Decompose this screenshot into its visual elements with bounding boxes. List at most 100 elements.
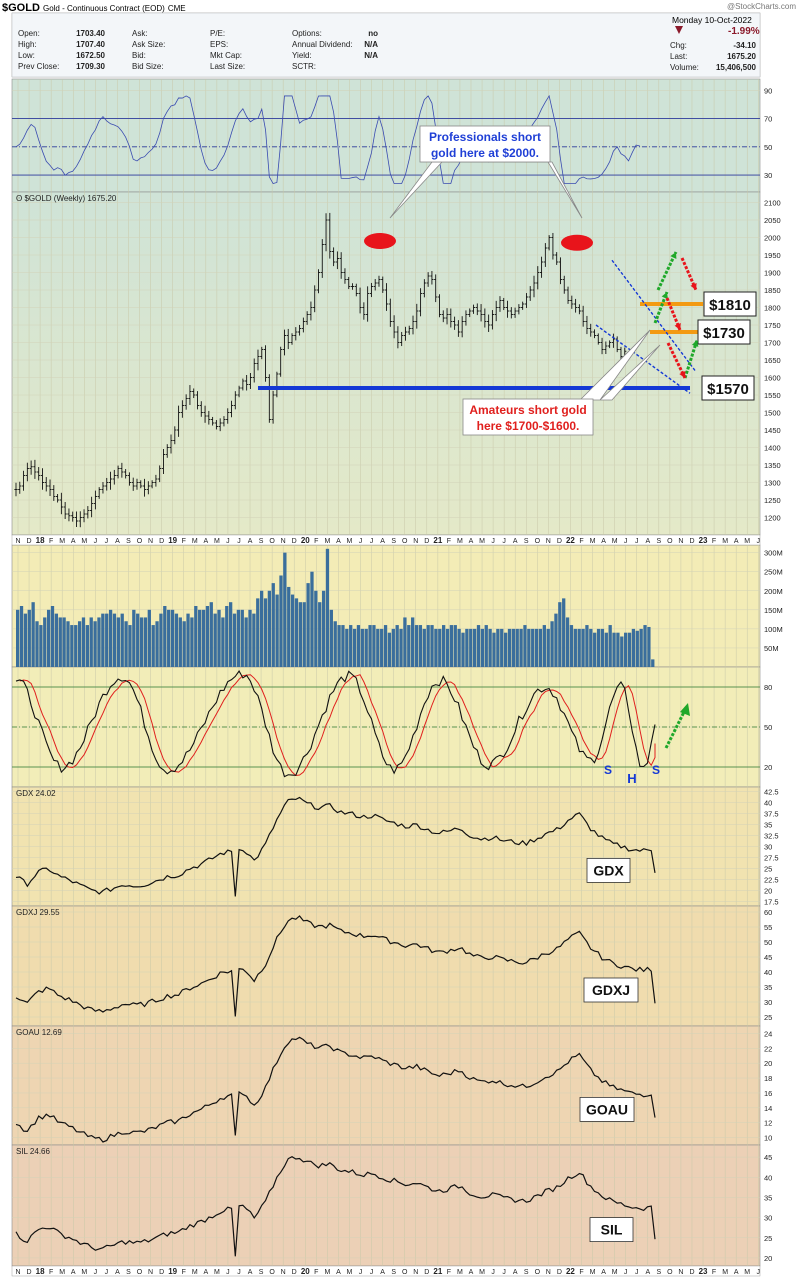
x-tick-label: J (757, 538, 761, 545)
volume-bar (643, 625, 647, 667)
volume-bar (480, 628, 485, 667)
y-tick-label: 2000 (764, 234, 781, 243)
volume-bar (461, 632, 465, 667)
x-tick-label: J (491, 1269, 495, 1276)
volume-bar (647, 626, 651, 667)
volume-bar (380, 628, 384, 667)
x-tick-label: J (502, 1269, 506, 1276)
pattern-label-shoulder: S (604, 763, 612, 777)
ticker-box (583, 977, 639, 1003)
level-box (697, 319, 751, 345)
level-box (701, 375, 755, 401)
volume-bar (74, 625, 78, 667)
x-tick-label: 18 (36, 1267, 45, 1276)
volume-bar (290, 594, 295, 667)
volume-bar (186, 613, 190, 667)
x-tick-label: F (447, 1269, 451, 1276)
x-tick-label: A (248, 1269, 253, 1276)
volume-bar (500, 628, 504, 667)
x-tick-label: N (148, 538, 153, 545)
y-tick-label: 200M (764, 587, 783, 596)
x-tick-label: 19 (168, 536, 177, 545)
x-tick-label: F (182, 1269, 186, 1276)
volume-bar (352, 628, 357, 667)
x-tick-label: M (81, 538, 87, 545)
x-axis-band (11, 534, 761, 546)
y-tick-label: 45 (764, 953, 772, 962)
panel-label: GDX 24.02 (16, 789, 56, 798)
volume-bar (198, 609, 202, 667)
x-tick-label: M (214, 1269, 220, 1276)
x-tick-label: J (226, 1269, 230, 1276)
x-tick-label: A (734, 1269, 739, 1276)
volume-bar (302, 602, 306, 667)
volume-bar (387, 632, 392, 667)
x-tick-label: O (535, 538, 541, 545)
x-tick-label: A (380, 538, 385, 545)
exchange: CME (167, 4, 186, 13)
callout-box (419, 125, 551, 163)
y-tick-label: 22.5 (764, 876, 779, 885)
x-tick-label: D (557, 1269, 562, 1276)
volume-bar (562, 598, 566, 667)
volume-bar (651, 659, 655, 667)
y-tick-label: 20 (764, 887, 772, 896)
volume-bar (484, 625, 488, 667)
volume-bar (360, 628, 364, 667)
volume-bar (531, 628, 535, 667)
volume-bar (395, 625, 399, 667)
y-tick-label: 30 (764, 843, 772, 852)
x-tick-label: M (214, 538, 220, 545)
x-tick-label: N (281, 1269, 286, 1276)
volume-bar (213, 613, 217, 667)
volume-bar (225, 606, 229, 667)
y-tick-label: 40 (764, 968, 772, 977)
y-tick-label: 35 (764, 820, 772, 829)
volume-bar (593, 632, 597, 667)
volume-bar (426, 625, 430, 667)
x-tick-label: 22 (566, 1267, 575, 1276)
y-tick-label: 17.5 (764, 898, 779, 907)
volume-bar (217, 609, 221, 667)
volume-bar (112, 613, 117, 667)
x-tick-label: N (281, 538, 286, 545)
header-label: Last: (670, 52, 687, 61)
y-tick-label: 45 (764, 1153, 772, 1162)
volume-bar (66, 621, 70, 667)
y-tick-label: 1900 (764, 269, 781, 278)
volume-bar (558, 602, 562, 667)
level-label: $1730 (703, 325, 745, 342)
volume-bar (503, 632, 508, 667)
y-tick-label: 1600 (764, 374, 781, 383)
volume-bar (132, 609, 136, 667)
volume-bar (635, 630, 639, 667)
y-tick-label: 40 (764, 1173, 772, 1182)
header-label: Mkt Cap: (210, 51, 242, 60)
x-tick-label: S (391, 1269, 396, 1276)
y-tick-label: 2100 (764, 199, 781, 208)
volume-bar (465, 628, 469, 667)
volume-bar (81, 617, 86, 667)
volume-bar (267, 590, 272, 667)
x-tick-label: A (380, 1269, 385, 1276)
volume-bar (89, 617, 93, 667)
header-label: Bid Size: (132, 62, 164, 71)
volume-bar (167, 609, 171, 667)
volume-bar (550, 621, 554, 667)
x-tick-label: 23 (699, 1267, 708, 1276)
volume-bar (333, 621, 337, 667)
volume-bar (414, 625, 419, 667)
x-tick-label: J (502, 538, 506, 545)
x-tick-label: J (359, 538, 363, 545)
volume-bar (85, 625, 90, 667)
x-tick-label: A (601, 1269, 606, 1276)
x-tick-label: J (105, 1269, 109, 1276)
x-tick-label: F (314, 1269, 318, 1276)
x-tick-label: A (513, 1269, 518, 1276)
callout-text: here $1700-$1600. (477, 419, 580, 433)
header-label: Chg: (670, 41, 687, 50)
header-value: 1675.20 (727, 52, 756, 61)
arrow-down-head (690, 283, 697, 290)
arrow-up (656, 251, 678, 291)
